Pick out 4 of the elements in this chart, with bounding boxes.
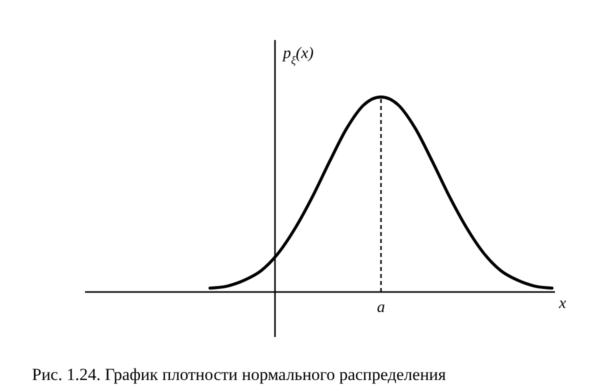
text: a: [377, 299, 385, 316]
x-axis-title: x: [558, 295, 566, 312]
y-axis-title: p$_{ξ}$(x): [282, 45, 314, 67]
text: Рис. 1.24. График плотности нормального распределения: [32, 365, 446, 384]
